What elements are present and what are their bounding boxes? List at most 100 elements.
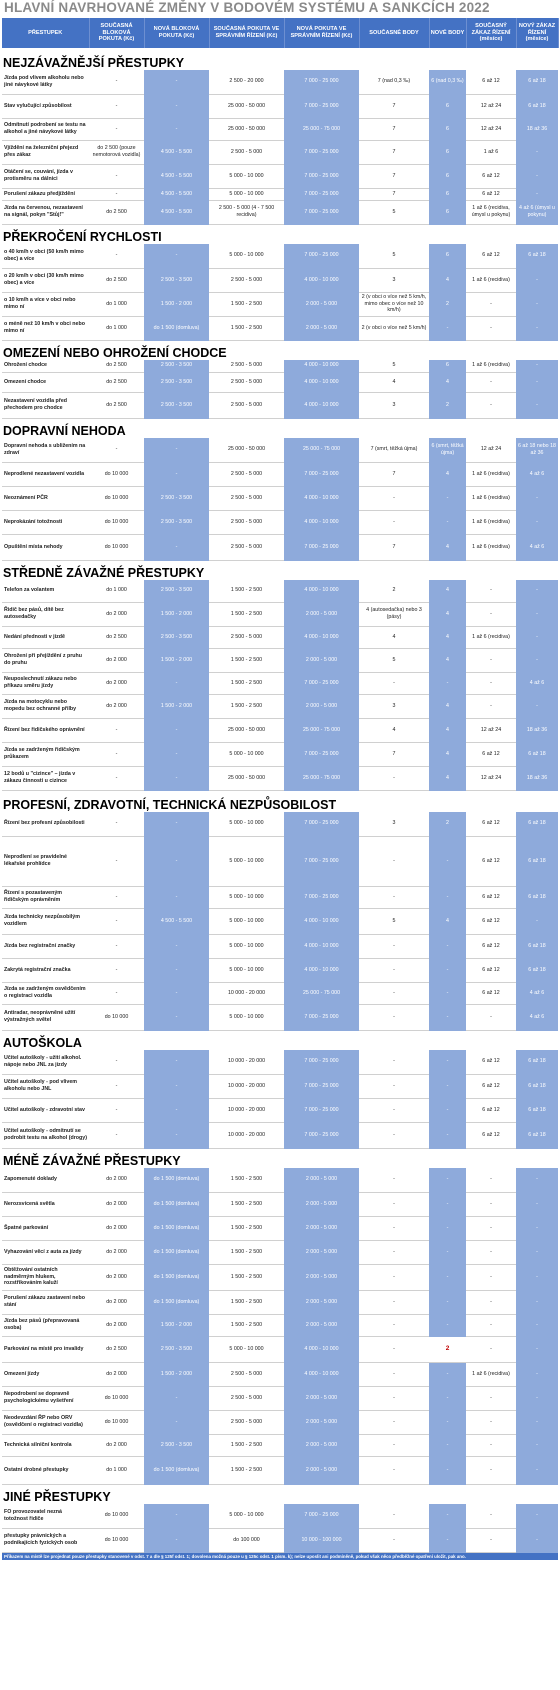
current-block-fine-cell: do 2 500 (pouze nemotorová vozidla) [89, 140, 144, 165]
current-block-fine-cell: do 2 000 [89, 648, 144, 673]
new-block-fine-cell: - [144, 244, 209, 269]
header-current-admin-fine: SOUČASNÁ POKUTA VE SPRÁVNÍM ŘÍZENÍ (Kč) [209, 18, 285, 48]
current-block-fine-cell: - [89, 164, 144, 189]
current-points-cell: 3 [359, 694, 429, 719]
current-points-cell: - [359, 1240, 429, 1265]
header-new-ban: NOVÝ ZÁKAZ ŘÍZENÍ (měsíce) [516, 18, 559, 48]
new-points-cell: 6 (smrt, těžká újma) [429, 438, 466, 463]
new-admin-fine-cell: 2 000 - 5 000 [284, 1290, 359, 1315]
new-admin-fine-cell: 7 000 - 25 000 [284, 462, 359, 487]
current-admin-fine-cell: 1 500 - 2 500 [209, 672, 284, 695]
new-block-fine-cell: 4 500 - 5 500 [144, 164, 209, 189]
current-ban-cell: 6 až 12 [466, 886, 516, 909]
table-row: Nedání přednosti v jízdě do 2 500 2 500 - … [2, 626, 558, 649]
new-admin-fine-cell: 4 000 - 10 000 [284, 372, 359, 393]
table-row: Dopravní nehoda s ubližením na zdraví - -2… [2, 438, 558, 463]
new-points-cell: - [429, 886, 466, 909]
new-admin-fine-cell: 7 000 - 25 000 [284, 164, 359, 189]
table-row: Neprokázání totožnosti do 10 000 2 500 - 3… [2, 510, 558, 535]
new-block-fine-cell: - [144, 1386, 209, 1411]
current-block-fine-cell: - [89, 812, 144, 837]
current-block-fine-cell: do 2 500 [89, 1336, 144, 1363]
new-ban-cell: 6 až 18 [516, 812, 558, 837]
new-ban-cell: - [516, 268, 558, 293]
current-points-cell: - [359, 1050, 429, 1075]
new-block-fine-cell: 2 500 - 3 500 [144, 372, 209, 393]
new-ban-cell: - [516, 164, 558, 189]
offense-cell: Nezastavení vozidla před přechodem pro c… [2, 392, 89, 419]
table-row: Neoznámení PČR do 10 000 2 500 - 3 500 2 50… [2, 486, 558, 511]
new-points-cell: - [429, 1192, 466, 1217]
new-points-cell: - [429, 934, 466, 959]
current-points-cell: - [359, 1434, 429, 1457]
new-ban-cell: - [516, 1290, 558, 1315]
section-title: PROFESNÍ, ZDRAVOTNÍ, TECHNICKÁ NEZPŮSOBI… [3, 798, 337, 812]
current-ban-cell: - [466, 1528, 516, 1553]
new-admin-fine-cell: 25 000 - 75 000 [284, 766, 359, 791]
offense-cell: Jízda bez pásů (přepravovaná osoba) [2, 1314, 89, 1337]
current-points-cell: - [359, 510, 429, 535]
current-points-cell: 5 [359, 908, 429, 935]
new-points-cell: 4 [429, 908, 466, 935]
new-ban-cell: 6 až 18 [516, 836, 558, 887]
new-points-cell: - [429, 1168, 466, 1193]
new-points-cell: 2 [429, 812, 466, 837]
current-admin-fine-cell: 1 500 - 2 500 [209, 1456, 284, 1485]
section-title: AUTOŠKOLA [3, 1036, 82, 1050]
table-row: Neodevzdání ŘP nebo ORV (osvědčení o reg… [2, 1410, 558, 1435]
new-block-fine-cell: do 1 500 (domluva) [144, 1192, 209, 1217]
table-row: Jízda se zadrženým osvědčením o registra… [2, 982, 558, 1005]
offense-cell: Řízení s pozastaveným řidičským oprávněn… [2, 886, 89, 909]
new-block-fine-cell: - [144, 94, 209, 119]
offense-cell: Porušení zákazu zastavení nebo stání [2, 1290, 89, 1315]
table-row: Učitel autoškoly - užití alkohol. nápoje… [2, 1050, 558, 1075]
new-points-cell: 4 [429, 580, 466, 603]
current-ban-cell: 6 až 12 [466, 1098, 516, 1123]
new-ban-cell: - [516, 694, 558, 719]
current-ban-cell: 1 až 6 (recidiva, úmysl u pokynu) [466, 200, 516, 225]
table-row: o 20 km/h v obci (30 km/h mimo obec) a v… [2, 268, 558, 293]
current-ban-cell: - [466, 602, 516, 627]
offense-cell: Neodevzdání ŘP nebo ORV (osvědčení o reg… [2, 1410, 89, 1435]
current-admin-fine-cell: 1 500 - 2 500 [209, 1216, 284, 1241]
current-ban-cell: 6 až 12 [466, 164, 516, 189]
new-ban-cell: - [516, 486, 558, 511]
current-admin-fine-cell: 2 500 - 5 000 [209, 360, 284, 373]
offense-cell: Neuposlechnutí zákazu nebo příkazu směru… [2, 672, 89, 695]
new-ban-cell: - [516, 648, 558, 673]
new-points-cell: 4 [429, 766, 466, 791]
new-ban-cell: 6 až 18 [516, 958, 558, 983]
current-ban-cell: - [466, 1168, 516, 1193]
new-ban-cell: 6 až 18 [516, 1122, 558, 1149]
new-admin-fine-cell: 7 000 - 25 000 [284, 742, 359, 767]
current-points-cell: - [359, 1004, 429, 1031]
new-admin-fine-cell: 7 000 - 25 000 [284, 94, 359, 119]
current-ban-cell: - [466, 1504, 516, 1529]
current-admin-fine-cell: 2 500 - 5 000 [209, 510, 284, 535]
new-points-cell: 6 [429, 188, 466, 201]
new-admin-fine-cell: 7 000 - 25 000 [284, 188, 359, 201]
table-row: Učitel autoškoly - zdravotní stav - -10 00… [2, 1098, 558, 1123]
new-points-cell: - [429, 486, 466, 511]
offense-cell: Učitel autoškoly - zdravotní stav [2, 1098, 89, 1123]
new-ban-cell: - [516, 1434, 558, 1457]
current-ban-cell: 1 až 6 (recidiva) [466, 268, 516, 293]
offense-cell: Opuštění místa nehody [2, 534, 89, 561]
new-admin-fine-cell: 7 000 - 25 000 [284, 244, 359, 269]
new-points-cell: 4 [429, 268, 466, 293]
current-block-fine-cell: - [89, 718, 144, 743]
new-admin-fine-cell: 7 000 - 25 000 [284, 140, 359, 165]
new-ban-cell: - [516, 1240, 558, 1265]
current-points-cell: 3 [359, 392, 429, 419]
table-row: 12 bodů u "cizince" – jízda v zákazu čin… [2, 766, 558, 791]
current-admin-fine-cell: 1 500 - 2 500 [209, 1168, 284, 1193]
new-points-cell: 6 [429, 140, 466, 165]
offense-cell: Nerozsvícená světla [2, 1192, 89, 1217]
current-block-fine-cell: do 10 000 [89, 510, 144, 535]
section-title: MÉNĚ ZÁVAŽNÉ PŘESTUPKY [3, 1154, 181, 1168]
header-row: PŘESTUPEK SOUČASNÁ BLOKOVÁ POKUTA (Kč) N… [2, 18, 559, 48]
offense-cell: Řízení bez řidičského oprávnění [2, 718, 89, 743]
new-block-fine-cell: do 1 500 (domluva) [144, 1168, 209, 1193]
table-row: Jízda na motocyklu nebo mopedu bez ochra… [2, 694, 558, 719]
table-row: Řízení bez profesní způsobilosti - -5 000 … [2, 812, 558, 837]
